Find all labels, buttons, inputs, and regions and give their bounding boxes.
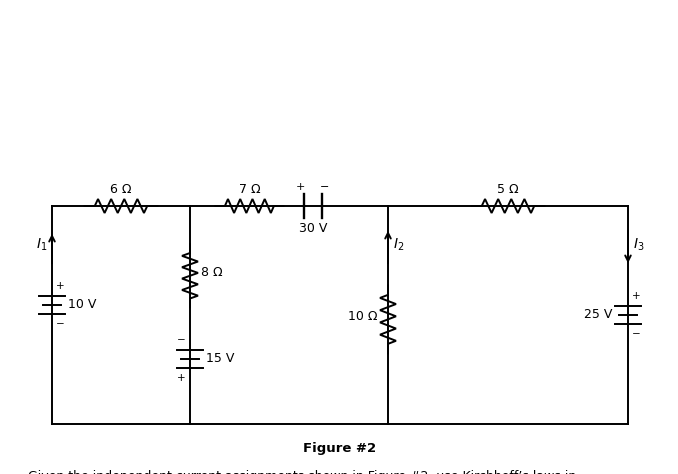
Text: I$_1$: I$_1$ (35, 237, 47, 253)
Text: −: − (320, 182, 330, 192)
Text: Figure #2: Figure #2 (304, 442, 376, 455)
Text: +: + (632, 291, 641, 301)
Text: +: + (56, 281, 64, 291)
Text: 6 Ω: 6 Ω (111, 183, 132, 196)
Text: +: + (178, 373, 186, 383)
Text: I$_2$: I$_2$ (393, 237, 405, 253)
Text: 10 V: 10 V (68, 299, 96, 311)
Text: 15 V: 15 V (206, 352, 235, 365)
Text: 8 Ω: 8 Ω (201, 266, 222, 279)
Text: −: − (56, 319, 65, 329)
Text: −: − (177, 335, 186, 345)
Text: 5 Ω: 5 Ω (497, 183, 519, 196)
Text: 10 Ω: 10 Ω (348, 310, 377, 323)
Text: 25 V: 25 V (584, 309, 612, 321)
Text: I$_3$: I$_3$ (633, 237, 645, 253)
Text: +: + (296, 182, 306, 192)
Text: Given the independent current assignments shown in Figure #2, use Kirchhoff’s la: Given the independent current assignment… (28, 470, 576, 474)
Text: 7 Ω: 7 Ω (239, 183, 260, 196)
Text: 30 V: 30 V (298, 222, 327, 235)
Text: −: − (632, 329, 641, 339)
